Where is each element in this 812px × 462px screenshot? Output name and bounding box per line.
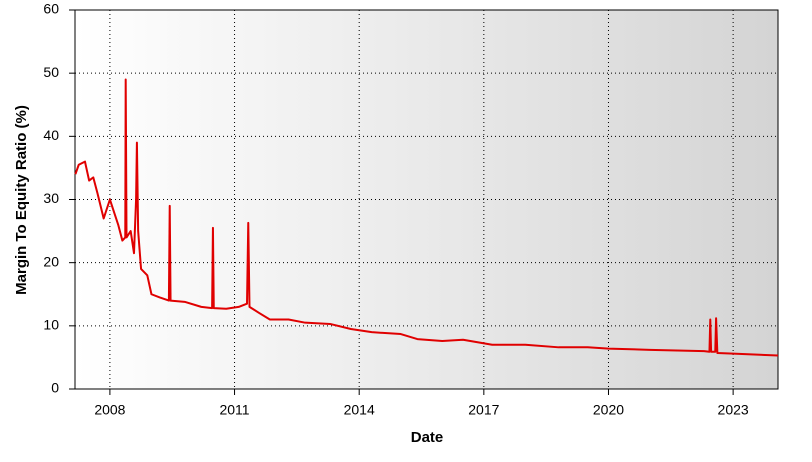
y-tick-label: 60	[43, 1, 59, 17]
x-tick-label: 2017	[468, 402, 499, 418]
y-tick-label: 10	[43, 317, 59, 333]
x-tick-label: 2023	[718, 402, 749, 418]
y-tick-label: 30	[43, 190, 59, 206]
y-tick-label: 40	[43, 127, 59, 143]
x-axis-title: Date	[411, 429, 444, 446]
y-tick-label: 20	[43, 253, 59, 269]
plot-area	[74, 9, 779, 390]
y-tick-label: 0	[51, 380, 59, 396]
y-tick-label: 50	[43, 64, 59, 80]
y-axis-title: Margin To Equity Ratio (%)	[13, 105, 30, 295]
x-tick-label: 2011	[219, 402, 249, 418]
x-tick-label: 2020	[593, 402, 624, 418]
x-tick-label: 2008	[94, 402, 125, 418]
x-tick-label: 2014	[344, 402, 375, 418]
data-line	[74, 78, 779, 357]
